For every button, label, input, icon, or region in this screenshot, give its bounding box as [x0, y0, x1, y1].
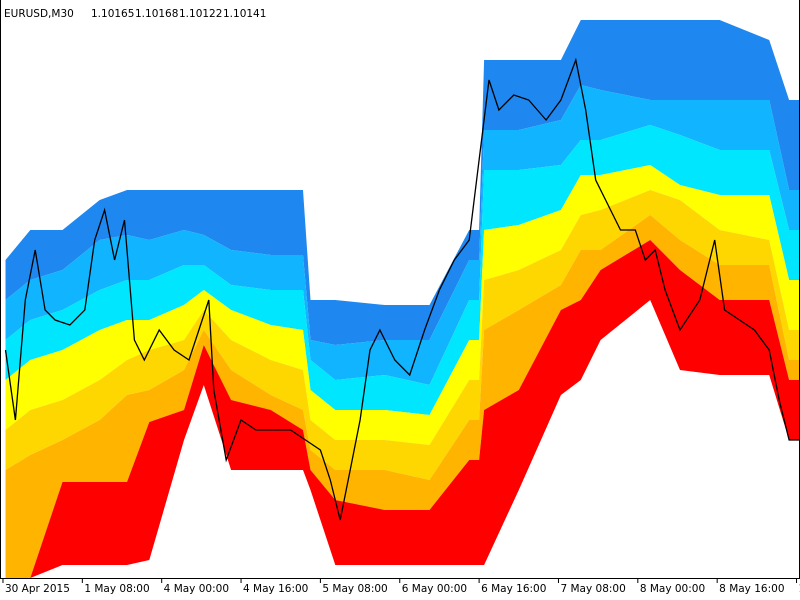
x-tick-label: 8 May 16:00 [719, 583, 784, 595]
close-price: 1.10141 [223, 8, 266, 20]
x-tick-label: 6 May 00:00 [402, 583, 467, 595]
x-tick-label: 7 May 08:00 [560, 583, 625, 595]
open-price: 1.10165 [91, 8, 134, 20]
price-line [4, 57, 799, 521]
high-price: 1.10168 [135, 8, 178, 20]
x-tick-label: 8 May 00:00 [640, 583, 705, 595]
x-tick-label: 30 Apr 2015 [5, 583, 70, 595]
symbol: EURUSD,M30 [4, 8, 74, 20]
x-tick-label: 4 May 16:00 [243, 583, 308, 595]
band [5, 215, 799, 578]
x-tick-label: 5 May 08:00 [322, 583, 387, 595]
low-price: 1.10122 [179, 8, 222, 20]
band [5, 240, 799, 578]
band [5, 85, 799, 385]
x-tick-label: 1 [799, 583, 800, 595]
band [5, 20, 799, 345]
band [5, 125, 799, 415]
x-tick-label: 6 May 16:00 [481, 583, 546, 595]
x-tick-label: 1 May 08:00 [84, 583, 149, 595]
plot-area [4, 20, 799, 578]
x-tick-label: 4 May 00:00 [164, 583, 229, 595]
